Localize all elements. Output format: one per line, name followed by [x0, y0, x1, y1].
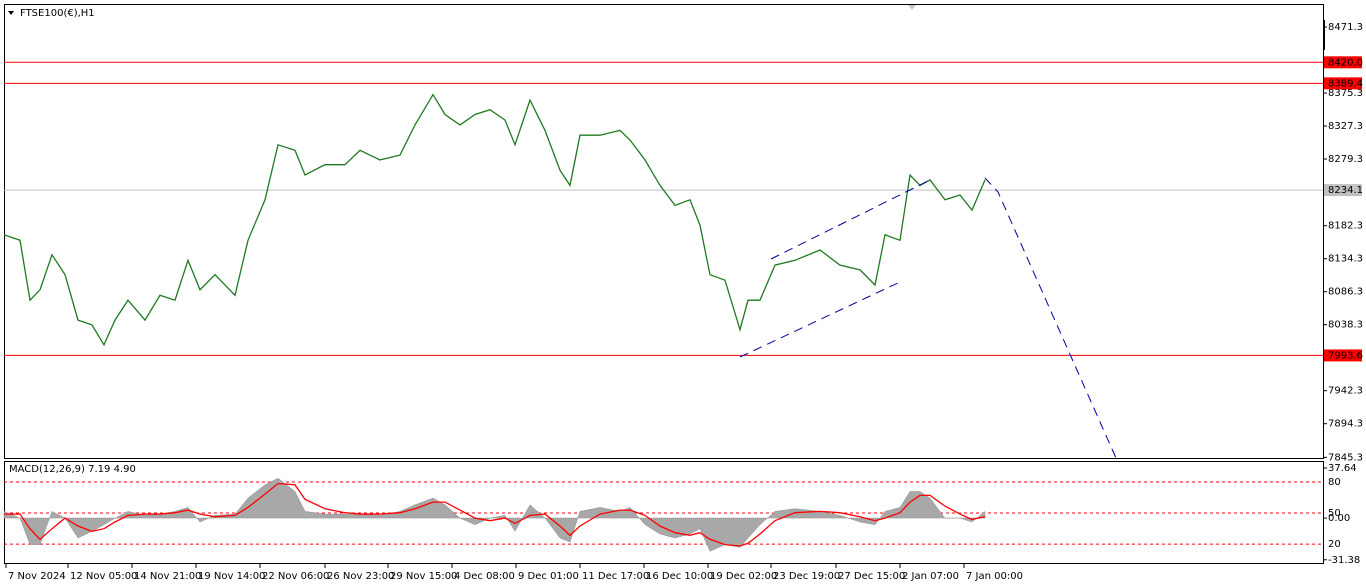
chart-title: FTSE100(€),H1	[20, 8, 95, 19]
price-label: 8234.1	[1328, 185, 1363, 196]
price-label-box	[1324, 77, 1362, 90]
x-tick-label: 29 Nov 15:00	[390, 571, 457, 582]
y-tick-label: 7942.3	[1328, 386, 1363, 397]
y-tick-label: 8086.3	[1328, 287, 1363, 298]
price-frame	[4, 4, 1324, 459]
x-tick-label: 9 Dec 01:00	[518, 571, 579, 582]
x-tick-label: 19 Nov 14:00	[198, 571, 265, 582]
x-tick-label: 22 Nov 06:00	[262, 571, 329, 582]
x-tick-label: 7 Jan 00:00	[966, 571, 1023, 582]
y-tick-label: 8471.3	[1328, 22, 1363, 33]
x-tick-label: 26 Nov 23:00	[327, 571, 394, 582]
y-tick-label: 8375.3	[1328, 88, 1363, 99]
x-tick-label: 19 Dec 02:00	[710, 571, 777, 582]
level-label: 80	[1328, 477, 1341, 488]
y-tick-label: 8279.3	[1328, 154, 1363, 165]
y-tick-label: 0.00	[1328, 513, 1350, 524]
price-label: 7993.6	[1328, 350, 1363, 361]
signal-line	[4, 482, 986, 547]
level-label: 50	[1328, 508, 1341, 519]
y-tick-label: 7894.3	[1328, 419, 1363, 430]
x-tick-label: 14 Nov 21:00	[134, 571, 201, 582]
shift-marker	[908, 5, 916, 10]
x-tick-label: 12 Nov 05:00	[70, 571, 137, 582]
projection	[984, 177, 1117, 459]
x-tick-label: 27 Dec 15:00	[838, 571, 905, 582]
y-tick-label: 37.64	[1328, 463, 1357, 474]
price-label-box	[1324, 56, 1362, 69]
menu-arrow	[8, 11, 14, 15]
x-tick-label: 7 Nov 2024	[8, 571, 66, 582]
y-tick-label: -31.38	[1328, 555, 1360, 566]
level-label: 20	[1328, 539, 1341, 550]
y-tick-label: 8038.3	[1328, 320, 1363, 331]
y-tick-label: 8327.3	[1328, 121, 1363, 132]
y-tick-label: 8134.3	[1328, 254, 1363, 265]
price-label: 8389.4	[1328, 78, 1363, 89]
y-tick-label: 7845.3	[1328, 452, 1363, 463]
x-tick-label: 2 Jan 07:00	[902, 571, 959, 582]
x-tick-label: 11 Dec 17:00	[582, 571, 649, 582]
trend-drawings	[739, 177, 1117, 459]
macd-title: MACD(12,26,9) 7.19 4.90	[9, 464, 136, 475]
y-tick-label: 8182.3	[1328, 221, 1363, 232]
price-label-box	[1324, 184, 1362, 197]
price-line	[3, 93, 986, 347]
x-tick-label: 23 Dec 19:00	[773, 571, 840, 582]
price-label: 8420.0	[1328, 57, 1363, 68]
x-tick-label: 16 Dec 10:00	[646, 571, 713, 582]
price-label-box	[1324, 349, 1362, 362]
x-tick-label: 4 Dec 08:00	[454, 571, 515, 582]
